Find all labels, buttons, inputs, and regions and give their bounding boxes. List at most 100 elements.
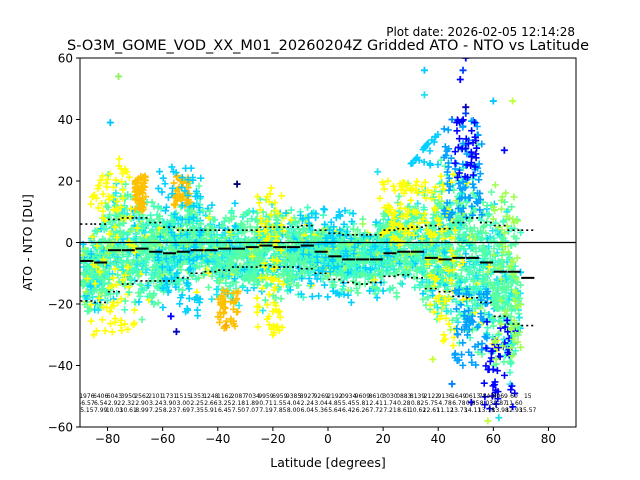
bin-stat-mean: 6.54 <box>94 400 108 407</box>
data-point <box>231 199 239 207</box>
bin-stat-mean: 5.45 <box>342 400 356 407</box>
data-point <box>516 294 524 302</box>
data-point <box>482 229 490 237</box>
bin-stat-sd: 7.69 <box>177 407 191 414</box>
bin-stat-sd: 7.25 <box>149 407 163 414</box>
bin-stat-mean: 0.71 <box>259 400 273 407</box>
data-point <box>452 298 460 306</box>
data-point <box>454 272 462 280</box>
data-point <box>115 220 123 228</box>
x-tick-label: −80 <box>95 432 120 446</box>
bin-stat-sd: 15.57 <box>519 407 536 414</box>
bin-stat-mean: 2.90 <box>135 400 149 407</box>
data-point <box>226 282 234 290</box>
data-point <box>465 238 473 246</box>
data-point <box>114 271 122 279</box>
bin-stat-mean: 0.82 <box>411 400 425 407</box>
bin-stat-sd: 7.85 <box>273 407 287 414</box>
bin-stat-sd: 5.15 <box>80 407 94 414</box>
bin-stat-sd: 6.26 <box>356 407 370 414</box>
bin-stat-mean: 2.18 <box>232 400 246 407</box>
data-point <box>122 180 130 188</box>
data-point <box>249 237 257 245</box>
data-point <box>137 281 145 289</box>
data-point <box>183 206 191 214</box>
bin-stat-mean: 2.92 <box>108 400 122 407</box>
data-point <box>435 234 443 242</box>
y-tick-label: −60 <box>48 421 73 435</box>
data-point <box>222 214 230 222</box>
x-tick-label: −60 <box>150 432 175 446</box>
data-point <box>148 233 156 241</box>
data-point <box>228 278 236 286</box>
bin-stat-mean: 4.85 <box>328 400 342 407</box>
bin-stat-mean: 4.78 <box>438 400 452 407</box>
data-point <box>135 298 143 306</box>
data-point <box>472 244 480 252</box>
data-point <box>424 294 432 302</box>
data-point <box>506 368 514 376</box>
y-tick-label: 0 <box>65 236 73 250</box>
bin-stat-mean: 2.66 <box>204 400 218 407</box>
data-point <box>374 266 382 274</box>
bin-stat-mean: 2.41 <box>370 400 384 407</box>
x-tick-label: 60 <box>486 432 501 446</box>
data-point <box>262 282 270 290</box>
data-point <box>487 188 495 196</box>
data-point <box>398 280 406 288</box>
x-axis-label: Latitude [degrees] <box>270 455 386 470</box>
data-point <box>305 269 313 277</box>
x-tick-label: 40 <box>431 432 446 446</box>
data-point <box>434 161 442 169</box>
data-point <box>386 285 394 293</box>
bin-stat-sd: 7.35 <box>190 407 204 414</box>
data-point <box>369 283 377 291</box>
plot-date: Plot date: 2026-02-05 12:14:28 <box>386 25 575 39</box>
bin-stat-mean: 3.90 <box>163 400 177 407</box>
data-point <box>195 182 203 190</box>
data-point <box>199 207 207 215</box>
data-point <box>108 239 116 247</box>
bin-stat-sd: 8.99 <box>135 407 149 414</box>
bin-stat-mean: 3.24 <box>149 400 163 407</box>
bin-stat-mean: 4.04 <box>287 400 301 407</box>
data-point <box>276 229 284 237</box>
data-point <box>485 210 493 218</box>
data-point <box>200 271 208 279</box>
data-point <box>307 233 315 241</box>
data-point <box>227 209 235 217</box>
data-point <box>239 221 247 229</box>
data-point <box>147 211 155 219</box>
bin-stat-sd: 6.45 <box>218 407 232 414</box>
data-point <box>208 201 216 209</box>
data-point <box>149 270 157 278</box>
data-point <box>288 225 296 233</box>
data-point <box>197 220 205 228</box>
bin-stat-sd: 8.23 <box>163 407 177 414</box>
data-point <box>104 296 112 304</box>
bin-stat-mean: 1.55 <box>273 400 287 407</box>
data-point <box>142 232 150 240</box>
bin-stat-mean: 2.24 <box>301 400 315 407</box>
data-point <box>359 220 367 228</box>
bin-stat-mean: 11.60 <box>505 400 522 407</box>
data-point <box>500 335 508 343</box>
bin-stat-sd: 7.07 <box>246 407 260 414</box>
bin-stat-mean: -6.57 <box>79 400 95 407</box>
data-point <box>125 274 133 282</box>
bin-stat-mean: 3.04 <box>314 400 328 407</box>
data-point <box>94 306 102 314</box>
bin-stat-sd: 7.19 <box>259 407 273 414</box>
data-point <box>278 212 286 220</box>
data-point <box>149 263 157 271</box>
data-point <box>113 253 121 261</box>
data-point <box>121 297 129 305</box>
bin-stat-sd: 5.64 <box>328 407 342 414</box>
data-point <box>121 306 129 314</box>
data-point <box>449 316 456 324</box>
data-point <box>489 322 497 330</box>
data-point <box>150 300 158 308</box>
data-point <box>106 211 114 219</box>
data-point <box>433 304 441 312</box>
